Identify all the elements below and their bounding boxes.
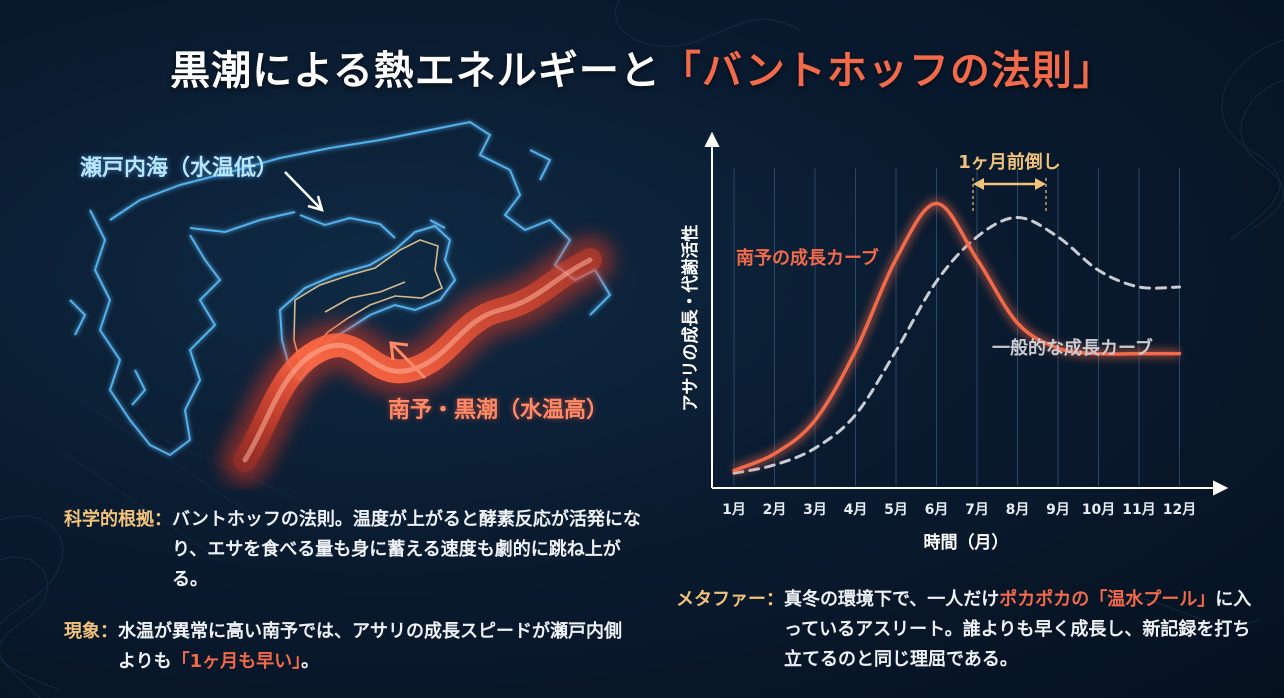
phenomenon-body-1: 水温が異常に高い南予では、アサリの成長スピードが瀬戸内側よりも — [118, 621, 622, 672]
phenomenon-body-2: 。 — [301, 651, 320, 672]
x-tick-label: 12月 — [1163, 502, 1196, 518]
series-label-general: 一般的な成長カーブ — [992, 337, 1153, 359]
phenomenon: 現象： 水温が異常に高い南予では、アサリの成長スピードが瀬戸内側よりも「1ヶ月も… — [64, 617, 624, 677]
series-label-nanyo: 南予の成長カーブ — [736, 247, 879, 269]
annotation-label: 1ヶ月前倒し — [958, 151, 1061, 173]
page-title: 黒潮による熱エネルギーと「バントホッフの法則」 — [0, 38, 1284, 96]
series-glow-0 — [732, 198, 1180, 476]
x-tick-labels: 1月 2月 3月 4月 5月 6月 7月 8月 9月 10月 11月 12月 — [722, 502, 1196, 518]
shift-annotation: 1ヶ月前倒し — [958, 151, 1061, 214]
chart-grid — [733, 168, 1180, 486]
x-axis-label: 時間（月） — [924, 532, 1009, 553]
x-tick-label: 8月 — [1006, 502, 1030, 518]
kuroshio-current — [233, 248, 602, 472]
phenomenon-accent: 「1ヶ月も早い」 — [171, 651, 302, 672]
metaphor-accent: ポカポカの「温水プール」 — [999, 589, 1216, 610]
series-layer — [732, 198, 1182, 476]
y-axis-label: アサリの成長・代謝活性 — [680, 225, 701, 412]
shikoku-map — [69, 120, 614, 484]
x-tick-label: 6月 — [925, 502, 949, 518]
metaphor-key: メタファー： — [676, 589, 784, 610]
x-tick-label: 1月 — [722, 502, 746, 518]
arrow-nanyo-icon — [389, 341, 427, 380]
metaphor-body-2: に入っているアスリート。誰よりも早く成長し、新記録を打ち立てるのと同じ理屈である… — [784, 589, 1252, 670]
title-main: 黒潮による熱エネルギーと — [170, 48, 661, 94]
science-body: バントホッフの法則。温度が上がると酵素反応が活発になり、エサを食べる量も身に蓄え… — [172, 509, 641, 590]
growth-chart: アサリの成長・代謝活性 時間（月） 1月 2月 3月 4月 5月 6月 7月 8月 9月 10月 1… — [680, 131, 1229, 553]
x-tick-label: 2月 — [763, 502, 787, 518]
title-highlight: 「バントホッフの法則」 — [660, 48, 1114, 94]
phenomenon-key: 現象： — [64, 621, 118, 642]
series-line-nanyo — [732, 201, 1182, 473]
x-tick-label: 3月 — [803, 502, 827, 518]
x-tick-label: 5月 — [884, 502, 908, 518]
x-tick-label: 9月 — [1046, 502, 1070, 518]
metaphor: メタファー： 真冬の環境下で、一人だけポカポカの「温水プール」に入っているアスリ… — [676, 585, 1256, 675]
x-tick-label: 7月 — [965, 502, 989, 518]
metaphor-body-1: 真冬の環境下で、一人だけ — [784, 589, 1000, 610]
series-line-general — [732, 215, 1181, 475]
x-tick-label: 11月 — [1122, 502, 1155, 518]
x-tick-label: 4月 — [844, 502, 868, 518]
science-basis: 科学的根拠： バントホッフの法則。温度が上がると酵素反応が活発になり、エサを食べ… — [64, 505, 654, 595]
chart-axes — [704, 131, 1229, 496]
x-tick-label: 10月 — [1082, 502, 1115, 518]
label-setonaikai: 瀬戸内海（水温低） — [80, 156, 279, 181]
arrow-seto-icon — [284, 171, 324, 212]
label-nanyo-kuroshio: 南予・黒潮（水温高） — [388, 398, 609, 423]
science-key: 科学的根拠： — [64, 509, 172, 530]
